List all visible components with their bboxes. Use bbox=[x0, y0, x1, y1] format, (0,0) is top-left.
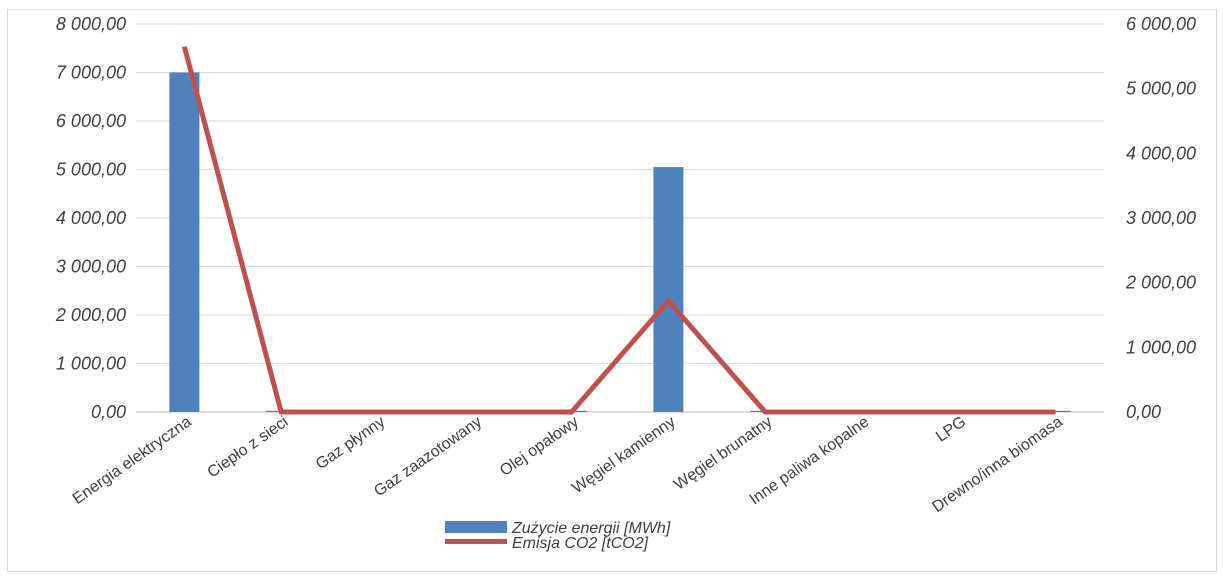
category-label: LPG bbox=[933, 413, 969, 445]
left-axis-ticks: 0,00 1 000,00 2 000,00 3 000,00 4 000,00 5 00… bbox=[55, 14, 126, 422]
legend-swatch-bars bbox=[445, 521, 507, 533]
category-label: Gaz zaazotowany bbox=[371, 413, 485, 500]
legend: Zużycie energii [MWh] Emisja CO2 [tCO2] bbox=[445, 520, 671, 552]
right-tick-label: 4 000,00 bbox=[1126, 143, 1196, 163]
category-label: Olej opałowy bbox=[497, 413, 582, 479]
left-tick-label: 2 000,00 bbox=[55, 305, 126, 325]
category-label: Gaz płynny bbox=[313, 413, 388, 473]
legend-label-bars: Zużycie energii [MWh] bbox=[511, 520, 671, 537]
left-tick-label: 8 000,00 bbox=[56, 14, 126, 34]
right-tick-label: 6 000,00 bbox=[1126, 14, 1196, 34]
left-tick-label: 7 000,00 bbox=[56, 63, 126, 83]
bar bbox=[653, 167, 684, 412]
right-tick-label: 5 000,00 bbox=[1126, 79, 1196, 99]
category-label: Węgiel kamienny bbox=[569, 413, 679, 497]
category-label: Energia elektryczna bbox=[70, 413, 195, 508]
right-tick-label: 3 000,00 bbox=[1126, 208, 1196, 228]
left-tick-label: 3 000,00 bbox=[56, 257, 126, 277]
category-label: Węgiel brunatny bbox=[671, 413, 775, 493]
bar bbox=[169, 72, 200, 412]
category-label: Ciepło z sieci bbox=[205, 413, 292, 481]
chart-frame bbox=[7, 9, 1217, 572]
left-tick-label: 4 000,00 bbox=[56, 208, 126, 228]
left-tick-label: 6 000,00 bbox=[56, 111, 126, 131]
bar-series bbox=[169, 72, 1071, 412]
left-tick-label: 1 000,00 bbox=[56, 354, 126, 374]
line-series bbox=[181, 45, 1056, 415]
legend-label-line: Emisja CO2 [tCO2] bbox=[512, 535, 649, 552]
legend-swatch-line bbox=[445, 539, 507, 544]
right-tick-label: 0,00 bbox=[1126, 402, 1161, 422]
emission-line bbox=[181, 45, 1056, 415]
x-axis-categories: Energia elektryczna Ciepło z sieci Gaz pły… bbox=[70, 413, 1066, 516]
left-tick-label: 0,00 bbox=[91, 402, 126, 422]
right-tick-label: 1 000,00 bbox=[1126, 337, 1196, 357]
left-tick-label: 5 000,00 bbox=[56, 160, 126, 180]
right-tick-label: 2 000,00 bbox=[1125, 273, 1196, 293]
right-axis-ticks: 0,00 1 000,00 2 000,00 3 000,00 4 000,00 5 00… bbox=[1125, 14, 1196, 422]
